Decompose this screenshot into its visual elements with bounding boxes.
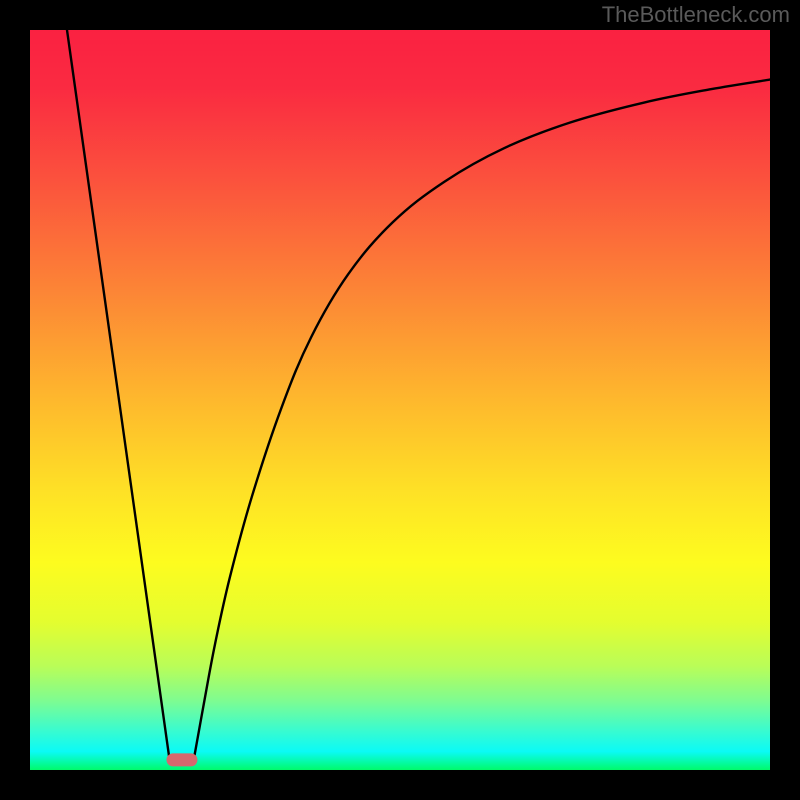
chart-container: TheBottleneck.com (0, 0, 800, 800)
right-curve (194, 80, 770, 757)
left-line (67, 30, 169, 757)
attribution-text: TheBottleneck.com (602, 2, 790, 28)
curve-overlay (30, 30, 770, 770)
plot-area (30, 30, 770, 770)
bottleneck-marker (166, 753, 197, 766)
